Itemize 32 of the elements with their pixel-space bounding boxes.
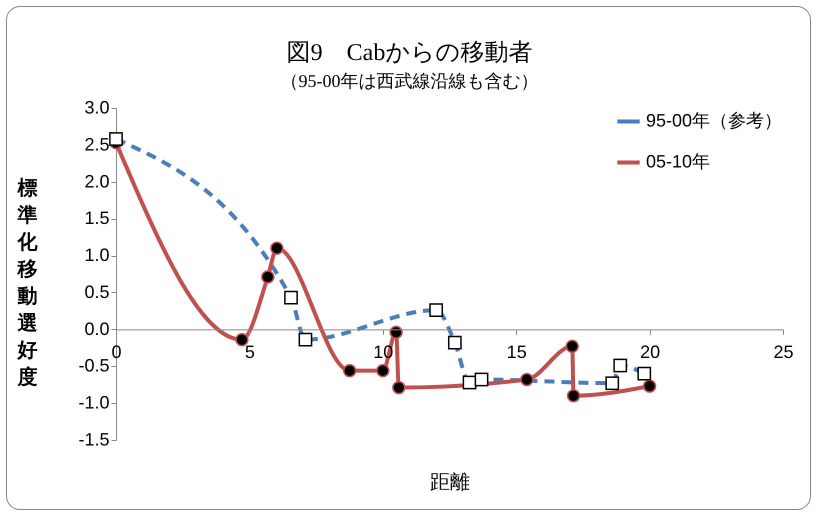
legend-label: 05-10年 — [646, 152, 710, 172]
x-tick-label: 25 — [773, 342, 794, 362]
legend-label: 95-00年（参考） — [646, 110, 782, 130]
x-tick-label: 0 — [111, 342, 122, 362]
point — [376, 364, 390, 378]
point — [235, 333, 249, 346]
y-axis-title: 標準化移動選好度 — [16, 178, 38, 388]
y-tick-label: 1.0 — [84, 245, 110, 266]
y-tick-label: 1.5 — [84, 208, 110, 228]
x-tick-label: 5 — [244, 342, 255, 362]
point — [566, 389, 580, 402]
x-tick-label: 15 — [506, 342, 527, 362]
point — [389, 326, 403, 339]
point — [566, 340, 579, 353]
point — [642, 379, 656, 393]
y-tick-label: -1.5 — [78, 430, 110, 450]
point — [520, 372, 534, 386]
point — [392, 380, 406, 394]
point — [343, 364, 356, 378]
point — [261, 270, 274, 284]
y-tick-label: 2.5 — [84, 134, 110, 154]
y-tick-label: -1.0 — [78, 392, 110, 413]
y-tick-label: 3.0 — [84, 98, 110, 118]
x-axis-title: 距離 — [430, 472, 470, 494]
y-tick-label: 0.5 — [84, 282, 110, 302]
chart-subtitle: （95-00年は西武線沿線も含む） — [280, 71, 538, 91]
x-tick-label: 20 — [640, 342, 660, 362]
y-tick-label: -0.5 — [78, 356, 110, 376]
chart-title: 図9 Cabからの移動者 — [286, 40, 532, 66]
y-tick-label: 0.0 — [84, 318, 110, 339]
point — [270, 242, 284, 255]
y-tick-label: 2.0 — [84, 171, 110, 192]
